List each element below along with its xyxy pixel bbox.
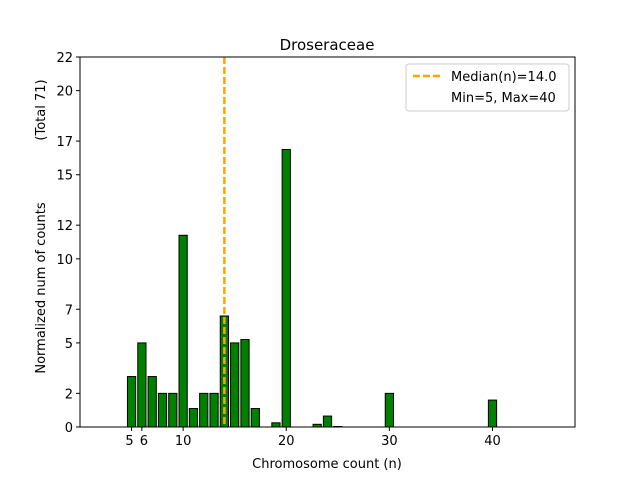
y-axis-label: Normalized num of counts bbox=[34, 202, 49, 373]
bar-n-8 bbox=[157, 392, 168, 428]
bar-n-19 bbox=[271, 422, 281, 428]
bar-n-24 bbox=[322, 415, 333, 428]
bar-n-12 bbox=[199, 392, 209, 428]
bar-n-16 bbox=[240, 339, 250, 428]
bar-n-10 bbox=[178, 234, 188, 428]
plot-frame bbox=[79, 56, 576, 428]
bar-n-17 bbox=[250, 408, 260, 428]
bar-n-7 bbox=[147, 376, 157, 428]
x-tick-label: 40 bbox=[484, 434, 501, 449]
y-tick-label: 17 bbox=[56, 135, 73, 150]
y-tick-label: 2 bbox=[65, 387, 73, 402]
bar-n-11 bbox=[188, 408, 199, 428]
bar-n-40 bbox=[487, 399, 498, 428]
bar-n-20 bbox=[281, 149, 291, 428]
legend: Median(n)=14.0 Min=5, Max=40 bbox=[405, 63, 570, 112]
x-tick-label: 20 bbox=[278, 434, 295, 449]
y-tick-label: 7 bbox=[65, 303, 73, 318]
bar-n-13 bbox=[209, 392, 219, 428]
y-tick-label: 12 bbox=[56, 219, 73, 234]
bar-n-15 bbox=[230, 342, 240, 428]
x-tick-label: 10 bbox=[175, 434, 192, 449]
bar-n-30 bbox=[384, 392, 394, 428]
y-tick-label: 0 bbox=[65, 421, 73, 436]
bar-n-9 bbox=[168, 392, 178, 428]
x-axis-label: Chromosome count (n) bbox=[252, 457, 402, 472]
x-tick-label: 6 bbox=[140, 434, 148, 449]
y-tick-label: 5 bbox=[65, 337, 73, 352]
y-tick-label: 20 bbox=[56, 85, 73, 100]
y-axis-total-label: (Total 71) bbox=[34, 79, 49, 140]
legend-entry-median: Median(n)=14.0 bbox=[451, 70, 557, 85]
legend-entry-minmax: Min=5, Max=40 bbox=[451, 91, 556, 106]
x-tick-label: 5 bbox=[125, 434, 133, 449]
y-tick-label: 22 bbox=[56, 51, 73, 66]
x-tick-label: 30 bbox=[381, 434, 398, 449]
bar-n-5 bbox=[126, 376, 137, 428]
y-tick-label: 10 bbox=[56, 253, 73, 268]
chart-title: Droseraceae bbox=[280, 36, 375, 54]
y-tick-label: 15 bbox=[56, 169, 73, 184]
legend-box bbox=[405, 63, 570, 112]
bar-n-6 bbox=[137, 342, 147, 428]
